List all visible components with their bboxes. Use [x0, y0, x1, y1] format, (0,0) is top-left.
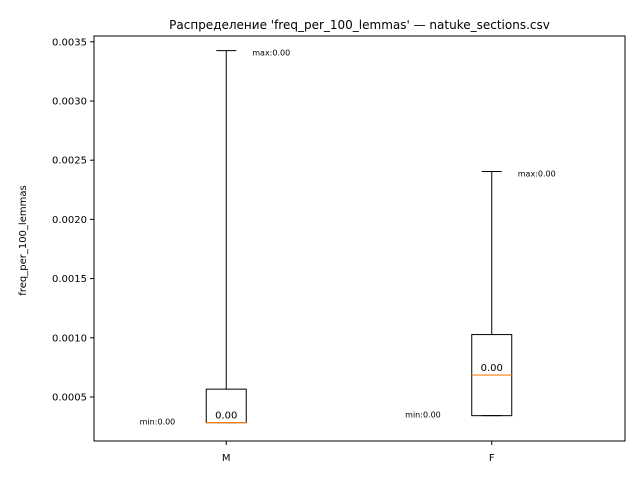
y-tick-label: 0.0010 — [52, 333, 87, 344]
max-label: max:0.00 — [518, 170, 556, 179]
min-label: min:0.00 — [405, 411, 441, 420]
y-tick-label: 0.0030 — [52, 96, 87, 107]
plot-frame — [93, 35, 626, 442]
chart-title: Распределение 'freq_per_100_lemmas' — na… — [169, 18, 550, 32]
x-tick-label: M — [222, 453, 231, 464]
y-tick-label: 0.0005 — [52, 392, 87, 403]
y-tick-label: 0.0020 — [52, 215, 87, 226]
y-tick-label: 0.0015 — [52, 274, 87, 285]
plot-area: 0.0005 0.0010 0.0015 0.0020 0.0025 0.0030 0.00… — [52, 37, 556, 464]
x-tick-label: F — [489, 453, 495, 464]
max-label: max:0.00 — [252, 49, 290, 58]
y-tick-label: 0.0025 — [52, 156, 87, 167]
min-label: min:0.00 — [140, 418, 176, 427]
median-label: 0.00 — [215, 411, 237, 422]
y-axis-label: freq_per_100_lemmas — [18, 185, 29, 295]
median-label: 0.00 — [481, 363, 503, 374]
y-tick-label: 0.0035 — [52, 37, 87, 48]
